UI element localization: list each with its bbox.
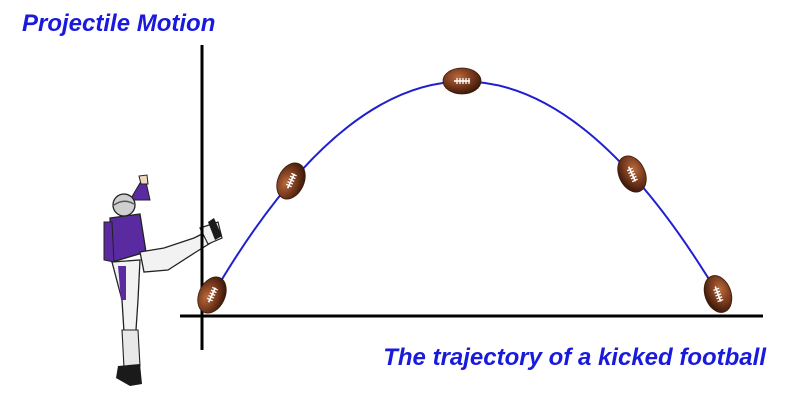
football-icon — [191, 271, 233, 319]
football-icon — [270, 157, 312, 205]
diagram-title: Projectile Motion — [22, 10, 216, 37]
football-icon — [442, 67, 482, 95]
football-kicker-icon — [103, 174, 223, 386]
diagram-caption: The trajectory of a kicked football — [383, 344, 766, 371]
football-icon — [698, 270, 738, 318]
